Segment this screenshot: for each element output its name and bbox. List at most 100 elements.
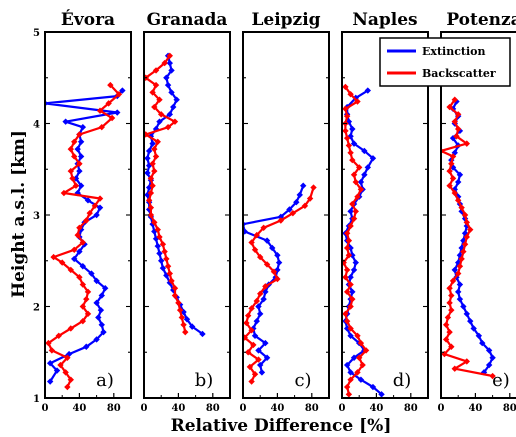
data-point-extinction: [451, 149, 458, 156]
x-tick-label: 80: [404, 403, 418, 414]
panel-series-naples: [342, 83, 385, 398]
data-point-backscatter: [260, 224, 267, 232]
data-point-backscatter: [86, 209, 93, 217]
data-point-backscatter: [74, 231, 81, 239]
data-point-extinction: [361, 147, 368, 155]
data-point-backscatter: [164, 263, 172, 270]
data-point-backscatter: [446, 285, 453, 292]
data-point-backscatter: [171, 285, 179, 292]
legend: Extinction Backscatter: [379, 37, 511, 87]
panel-frame: [242, 31, 330, 399]
data-point-backscatter: [352, 178, 359, 186]
data-point-backscatter: [342, 274, 349, 281]
data-point-backscatter: [354, 369, 361, 376]
data-point-backscatter: [145, 197, 153, 204]
data-point-backscatter: [253, 297, 260, 305]
data-point-backscatter: [448, 292, 455, 299]
data-point-backscatter: [250, 341, 257, 349]
x-tick-label: 40: [171, 403, 185, 414]
data-point-backscatter: [72, 182, 80, 189]
data-point-backscatter: [343, 244, 351, 252]
data-point-extinction: [173, 96, 180, 103]
data-point-backscatter: [60, 189, 68, 197]
data-point-extinction: [255, 347, 262, 354]
data-point-extinction: [168, 67, 175, 74]
data-point-backscatter: [345, 252, 353, 259]
data-point-backscatter: [442, 336, 450, 343]
data-point-backscatter: [253, 231, 260, 239]
data-point-backscatter: [362, 347, 370, 354]
data-point-backscatter: [343, 317, 351, 325]
data-point-backscatter: [156, 96, 163, 103]
data-point-extinction: [76, 248, 83, 255]
series-line-extinction: [45, 89, 124, 383]
data-point-extinction: [156, 118, 163, 125]
data-point-extinction: [463, 310, 470, 318]
data-point-backscatter: [456, 263, 464, 270]
data-point-extinction: [349, 252, 356, 259]
data-point-backscatter: [62, 369, 69, 376]
x-tick-label: 40: [369, 403, 383, 414]
data-point-backscatter: [448, 160, 455, 167]
data-point-backscatter: [354, 193, 361, 200]
data-point-backscatter: [50, 253, 57, 261]
data-point-extinction: [88, 270, 95, 277]
data-point-extinction: [347, 274, 354, 281]
data-point-extinction: [350, 266, 358, 274]
data-point-extinction: [347, 208, 354, 215]
data-point-backscatter: [347, 222, 354, 230]
data-point-backscatter: [147, 211, 155, 219]
data-point-extinction: [98, 321, 105, 328]
data-point-backscatter: [151, 219, 158, 226]
data-point-backscatter: [84, 310, 92, 318]
data-point-backscatter: [171, 118, 179, 125]
x-tick-label: 0: [339, 403, 346, 414]
data-point-backscatter: [449, 175, 457, 182]
data-point-backscatter: [455, 270, 462, 277]
data-point-backscatter: [69, 175, 76, 182]
data-point-backscatter: [96, 107, 104, 114]
data-point-backscatter: [350, 171, 358, 178]
data-point-backscatter: [76, 224, 83, 232]
data-point-extinction: [97, 306, 105, 314]
data-point-extinction: [77, 153, 85, 160]
x-tick-label: 80: [305, 403, 319, 414]
data-point-extinction: [93, 211, 100, 219]
data-point-extinction: [262, 339, 269, 347]
data-point-backscatter: [154, 226, 161, 233]
data-point-backscatter: [347, 325, 354, 332]
data-point-extinction: [102, 285, 109, 292]
data-point-extinction: [163, 74, 170, 81]
y-axis: Height a.s.l. [km] 1 2 3 4 5: [9, 28, 40, 405]
data-point-backscatter: [166, 270, 173, 277]
data-point-extinction: [188, 323, 196, 330]
data-point-backscatter: [147, 189, 155, 197]
data-point-extinction: [479, 339, 486, 347]
data-point-backscatter: [349, 295, 356, 303]
data-point-backscatter: [352, 208, 359, 215]
data-point-backscatter: [71, 153, 78, 160]
data-point-backscatter: [151, 167, 158, 175]
data-point-extinction: [257, 310, 264, 318]
data-point-backscatter: [359, 361, 366, 369]
data-point-extinction: [84, 197, 92, 204]
data-point-extinction: [489, 354, 496, 361]
data-point-backscatter: [105, 100, 112, 107]
data-point-backscatter: [248, 378, 255, 385]
data-point-backscatter: [98, 123, 105, 131]
data-point-extinction: [166, 111, 173, 118]
y-tick-label: 2: [33, 303, 40, 314]
data-point-backscatter: [342, 105, 349, 113]
data-point-backscatter: [71, 246, 78, 253]
data-point-extinction: [74, 145, 81, 153]
data-point-extinction: [166, 59, 173, 67]
data-point-backscatter: [156, 233, 163, 241]
data-point-backscatter: [263, 261, 271, 268]
panel-label-leipzig: c): [294, 370, 311, 391]
data-point-extinction: [269, 244, 276, 252]
data-point-extinction: [144, 169, 151, 177]
data-point-backscatter: [59, 259, 66, 266]
data-point-extinction: [286, 206, 293, 213]
data-point-backscatter: [467, 226, 474, 233]
data-point-extinction: [357, 376, 365, 383]
